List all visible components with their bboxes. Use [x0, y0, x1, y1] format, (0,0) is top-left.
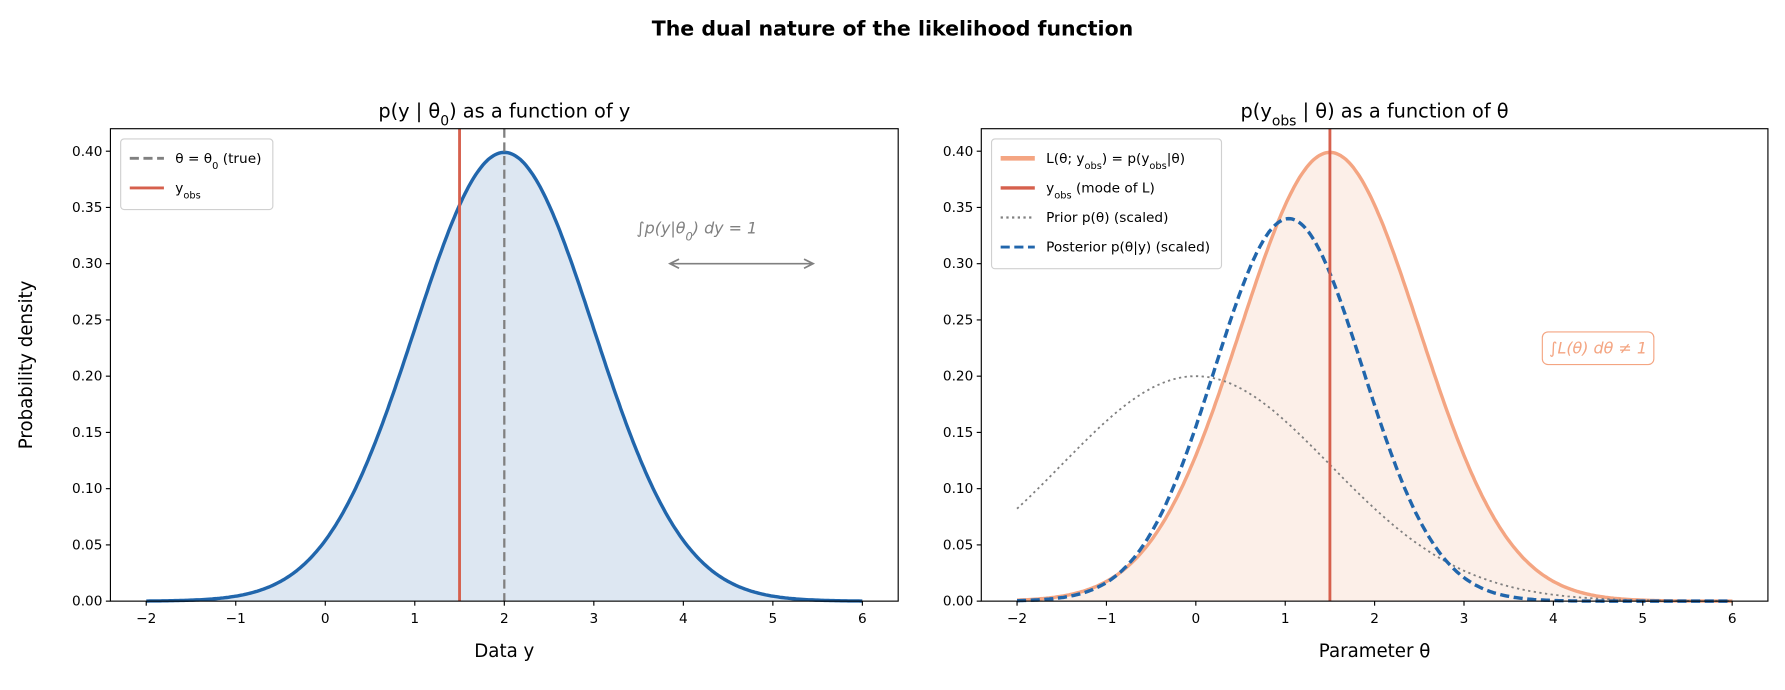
x-tick-label: 0	[1191, 611, 1200, 627]
legend-entry: θ = θ0 (true)	[175, 151, 261, 172]
y-tick-label: 0.30	[943, 256, 973, 272]
y-tick-label: 0.00	[943, 594, 973, 610]
annotation-text: ∫L(θ) dθ ≠ 1	[1549, 339, 1647, 358]
series-line-0	[146, 150, 863, 603]
y-tick-label: 0.05	[72, 537, 102, 553]
series-line-1	[1016, 375, 1733, 602]
legend-entry: Prior p(θ) (scaled)	[1046, 210, 1168, 226]
series-fill-0	[1017, 152, 1733, 602]
right-axes: −2 −1 0 1 2 3 4 5 6 0.00 0.05 0.10 0.15 0.20 0.25 0.30 0…	[943, 99, 1769, 662]
axes-title: p(yobs | θ) as a function of θ	[1241, 99, 1509, 129]
legend-entry: yobs	[175, 180, 200, 201]
y-tick-label: 0.25	[943, 312, 973, 328]
x-tick-label: 0	[321, 611, 330, 627]
legend-entry: L(θ; yobs) = p(yobs|θ)	[1046, 151, 1185, 172]
y-axis-label: Probability density	[16, 280, 37, 449]
y-tick-label: 0.20	[943, 369, 973, 385]
arrow-head-left	[668, 258, 680, 270]
x-tick-label: −2	[1007, 611, 1027, 627]
y-tick-label: 0.10	[72, 481, 102, 497]
arrow-head-right	[803, 258, 816, 270]
x-tick-label: 4	[1549, 611, 1558, 627]
legend: L(θ; yobs) = p(yobs|θ) yobs (mode of L) Pr…	[990, 138, 1223, 270]
x-tick-label: 4	[679, 611, 688, 627]
x-tick-label: −1	[1096, 611, 1116, 627]
x-tick-label: 5	[769, 611, 778, 627]
x-tick-label: 1	[410, 611, 419, 627]
y-tick-label: 0.20	[72, 369, 102, 385]
y-tick-label: 0.40	[72, 144, 102, 160]
x-tick-label: −1	[226, 611, 246, 627]
x-tick-label: 6	[1728, 611, 1737, 627]
y-tick-label: 0.15	[943, 425, 973, 441]
legend: θ = θ0 (true) yobs	[120, 138, 274, 211]
annotation-text: ∫p(y|θ0) dy = 1	[636, 218, 757, 243]
legend-entry: Posterior p(θ|y) (scaled)	[1046, 240, 1210, 256]
x-tick-label: 5	[1638, 611, 1647, 627]
x-tick-label: 3	[1460, 611, 1469, 627]
suptitle: The dual nature of the likelihood functi…	[652, 16, 1134, 40]
x-tick-label: 2	[500, 611, 509, 627]
annotation-box	[1541, 331, 1655, 366]
x-axis-label: Parameter θ	[1319, 641, 1431, 662]
legend-frame	[120, 138, 274, 211]
x-tick-label: 1	[1281, 611, 1290, 627]
y-tick-label: 0.10	[943, 481, 973, 497]
series-line-0	[1017, 150, 1733, 603]
x-tick-label: 6	[858, 611, 867, 627]
x-tick-label: 3	[589, 611, 598, 627]
y-tick-label: 0.35	[72, 200, 102, 216]
y-tick-label: 0.30	[72, 256, 102, 272]
x-tick-label: 2	[1370, 611, 1379, 627]
x-tick-label: −2	[136, 611, 156, 627]
left-axes: −2 −1 0 1 2 3 4 5 6 0.00 0.05 0.10 0.15 0.20 0.25 0.30 0…	[16, 99, 899, 662]
legend-frame	[990, 138, 1223, 270]
axes-title: p(y | θ0) as a function of y	[378, 99, 630, 129]
y-tick-label: 0.40	[943, 144, 973, 160]
y-tick-label: 0.25	[72, 312, 102, 328]
x-axis-label: Data y	[474, 641, 534, 662]
y-tick-label: 0.05	[943, 537, 973, 553]
legend-entry: yobs (mode of L)	[1046, 180, 1155, 201]
y-tick-label: 0.35	[943, 200, 973, 216]
y-tick-label: 0.00	[72, 594, 102, 610]
y-tick-label: 0.15	[72, 425, 102, 441]
